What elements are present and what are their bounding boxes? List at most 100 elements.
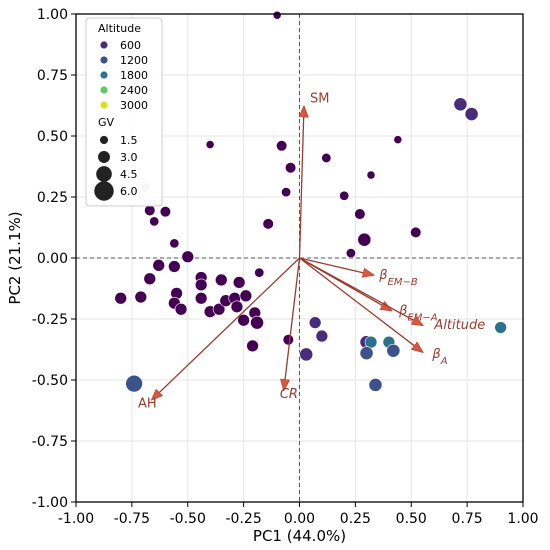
data-point: [237, 313, 250, 327]
legend-hue-marker: [100, 41, 108, 49]
data-point: [205, 140, 215, 149]
data-point: [299, 347, 314, 362]
y-tick-label: 0.00: [37, 251, 68, 267]
data-point: [134, 290, 148, 304]
data-point: [357, 232, 372, 247]
data-point: [194, 278, 208, 292]
data-point: [339, 190, 350, 201]
y-tick-label: -0.75: [32, 434, 68, 450]
legend-hue-label: 1200: [120, 54, 148, 67]
x-axis-label: PC1 (44.0%): [253, 527, 346, 545]
data-point: [281, 187, 292, 198]
loading-label: βEM−B: [378, 268, 418, 288]
data-point: [262, 218, 274, 230]
loading-arrow: [299, 257, 423, 325]
x-tick-label: 0.75: [452, 511, 483, 527]
data-point: [143, 272, 157, 285]
loading-arrow: [299, 257, 374, 275]
legend-size-marker: [99, 135, 109, 145]
legend-hue-marker: [100, 101, 108, 109]
x-tick-label: 0.50: [396, 511, 427, 527]
y-tick-label: 0.50: [37, 129, 68, 145]
data-point: [125, 374, 143, 393]
data-point: [386, 343, 401, 358]
legend-hue-marker: [100, 56, 108, 64]
data-point: [366, 170, 376, 180]
loading-label: βA: [431, 347, 447, 367]
legend-size-marker: [98, 151, 110, 163]
data-point: [212, 302, 226, 316]
data-point: [368, 378, 383, 392]
y-tick-label: -1.00: [32, 495, 68, 511]
data-point: [453, 97, 468, 112]
data-point: [215, 273, 228, 287]
legend-hue-label: 2400: [120, 84, 148, 97]
legend-hue-label: 1800: [120, 69, 148, 82]
legend: Altitude 600 1200 1800 2400 3000 GV 1.5 3.0 4.5 6.…: [85, 17, 163, 207]
data-point: [282, 334, 294, 346]
data-point: [308, 316, 322, 329]
legend-hue-label: 600: [120, 39, 141, 52]
data-point: [174, 302, 188, 316]
x-tick-label: -0.50: [170, 511, 206, 527]
loading-label: Altitude: [433, 318, 485, 333]
data-point: [149, 216, 160, 227]
data-point: [464, 107, 479, 121]
legend-size-marker: [96, 166, 112, 182]
y-tick-label: -0.25: [32, 312, 68, 328]
data-point: [194, 292, 208, 305]
data-point: [232, 276, 246, 289]
loading-arrow: [152, 257, 300, 400]
data-point: [345, 248, 356, 259]
x-tick-label: -0.25: [226, 511, 262, 527]
loading-label: CR: [280, 387, 298, 402]
loading-arrow: [299, 257, 423, 352]
x-tick-label: 0.25: [340, 511, 371, 527]
legend-hue-marker: [100, 71, 108, 79]
x-tick-label: -1.00: [58, 511, 94, 527]
legend-hue-label: 3000: [120, 99, 148, 112]
legend-size-marker: [94, 181, 114, 201]
data-point: [359, 346, 374, 361]
y-tick-label: 0.75: [37, 68, 68, 84]
data-point: [272, 10, 282, 20]
data-point: [159, 206, 172, 218]
loading-arrow: [300, 107, 304, 259]
data-point: [144, 204, 156, 217]
legend-hue-title: Altitude: [98, 22, 141, 35]
data-point: [321, 152, 332, 163]
data-point: [354, 208, 366, 220]
y-tick-label: -0.50: [32, 373, 68, 389]
loading-label: βEM−A: [398, 303, 438, 323]
loading-arrow: [284, 257, 301, 390]
x-tick-label: -0.75: [114, 511, 150, 527]
data-point: [114, 292, 127, 305]
data-point: [410, 226, 422, 239]
data-point: [393, 135, 403, 145]
data-point: [315, 329, 329, 343]
data-point: [239, 289, 253, 303]
y-axis-label: PC2 (21.1%): [6, 211, 24, 304]
loading-label: AH: [138, 397, 157, 412]
data-point: [152, 259, 165, 272]
data-point: [168, 260, 181, 273]
y-tick-label: 0.25: [37, 190, 68, 206]
data-point: [250, 315, 264, 330]
legend-size-label: 6.0: [120, 185, 138, 198]
scatter-points: [114, 10, 507, 393]
reference-lines: [76, 14, 523, 502]
legend-size-title: GV: [98, 116, 115, 129]
data-point: [275, 140, 288, 152]
legend-hue-marker: [100, 86, 108, 94]
x-tick-label: 0.00: [284, 511, 315, 527]
x-tick-label: 1.00: [507, 511, 538, 527]
data-point: [230, 300, 244, 314]
legend-size-label: 1.5: [120, 134, 138, 147]
y-tick-label: 1.00: [37, 7, 68, 23]
loading-label: SM: [310, 92, 329, 107]
data-point: [254, 267, 265, 278]
legend-size-label: 3.0: [120, 151, 138, 164]
data-point: [181, 250, 195, 264]
